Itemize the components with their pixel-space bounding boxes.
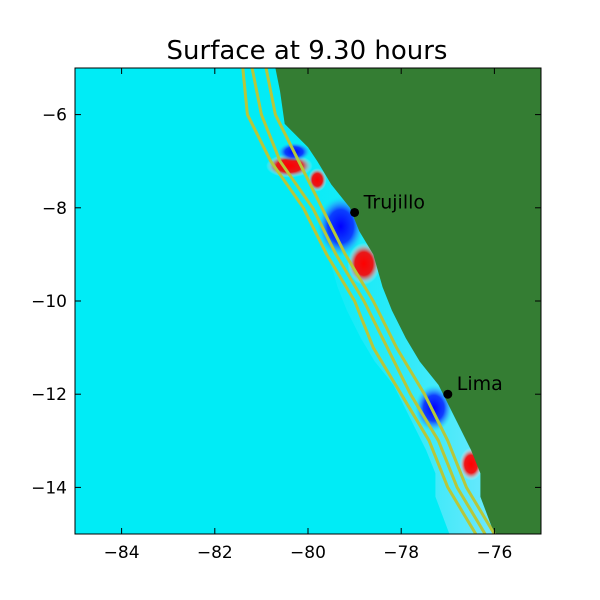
x-tick-label: −80: [290, 543, 326, 563]
land-mass: [275, 68, 541, 534]
y-tick-label: −12: [31, 385, 67, 405]
x-tick-label: −78: [383, 543, 419, 563]
y-tick-label: −14: [31, 478, 67, 498]
positive-anomaly-blob: [308, 168, 327, 192]
city-label: Trujillo: [363, 191, 425, 213]
shelf-contours: [241, 68, 496, 534]
city-label: Lima: [457, 373, 503, 395]
y-tick-label: −8: [42, 199, 67, 219]
shelf-contour-line: [250, 68, 487, 534]
plot-area: [75, 68, 541, 534]
city-marker: [350, 207, 360, 217]
x-tick-label: −82: [197, 543, 233, 563]
y-tick-label: −10: [31, 292, 67, 312]
shelf-contour-line: [241, 68, 478, 534]
city-marker: [443, 389, 453, 399]
x-tick-label: −76: [476, 543, 512, 563]
x-tick-label: −84: [104, 543, 140, 563]
chart-title: Surface at 9.30 hours: [167, 36, 448, 66]
y-tick-label: −6: [42, 106, 67, 126]
city-markers: Trujillo Lima: [350, 191, 503, 399]
shelf-contour-line: [264, 68, 496, 534]
y-axis: −6 −8 −10 −12 −14: [31, 106, 541, 498]
x-axis: −84 −82 −80 −78 −76: [104, 68, 512, 563]
